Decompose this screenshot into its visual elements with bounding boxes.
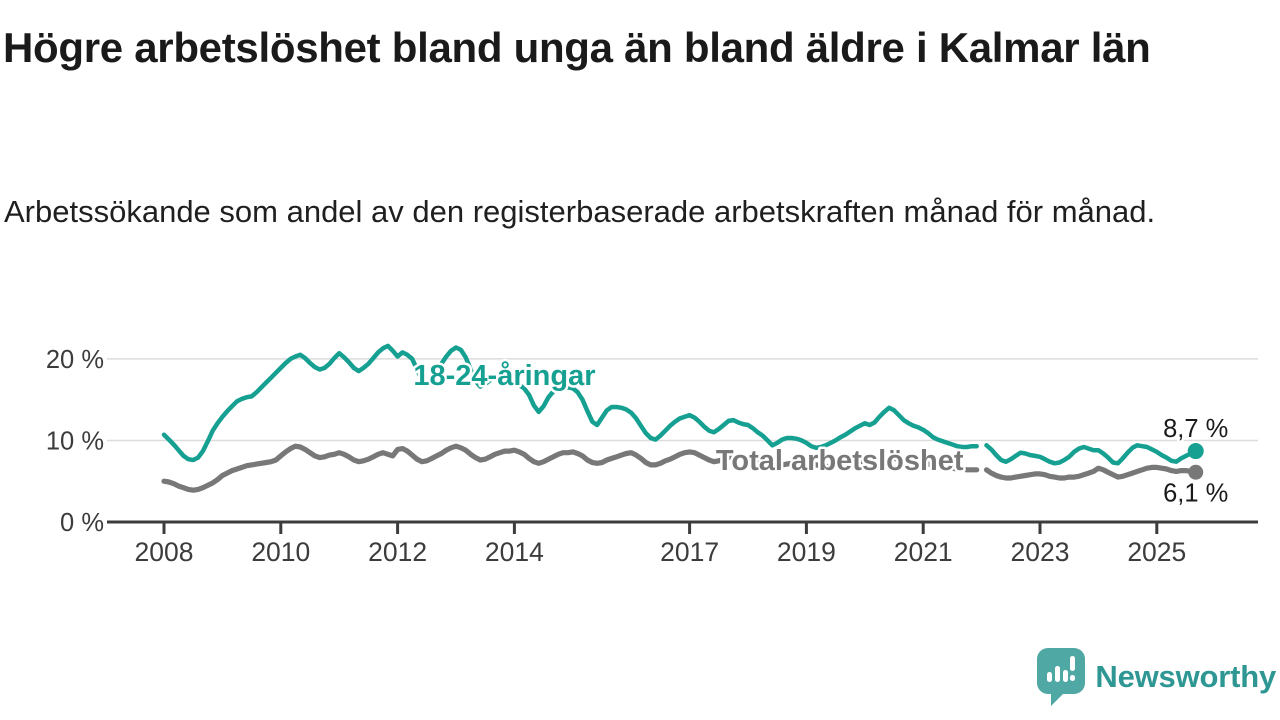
logo-exclamation-bar [1070,656,1076,671]
newsworthy-logo-icon [1037,648,1086,706]
y-tick-label-20: 20 % [46,346,104,374]
x-tick-label-2025: 2025 [1127,537,1186,567]
logo-bar-tall [1055,666,1061,682]
y-tick-label-0: 0 % [60,509,104,537]
x-tick-label-2019: 2019 [777,537,836,567]
end-value-label-young: 8,7 % [1163,415,1228,443]
x-tick-label-2017: 2017 [660,537,719,567]
x-tick-label-2010: 2010 [251,537,310,567]
series-label-total: Total arbetslöshet [716,445,964,477]
x-tick-label-2008: 2008 [135,537,194,567]
chart-subtitle: Arbetssökande som andel av den registerb… [4,194,1156,229]
logo-bar-small [1047,672,1053,682]
brand-footer: Newsworthy [1037,648,1276,706]
y-tick-label-10: 10 % [46,427,104,455]
logo-exclamation-dot [1070,675,1076,681]
x-tick-label-2023: 2023 [1011,537,1070,567]
series-label-young: 18-24-åringar [413,360,595,392]
page-title: Högre arbetslöshet bland unga än bland ä… [3,24,1151,71]
end-value-label-total: 6,1 % [1163,479,1228,507]
logo-bar-medium [1063,670,1069,682]
series-end-dot-total [1188,464,1204,480]
x-tick-label-2021: 2021 [894,537,953,567]
series-end-dot-young [1187,443,1204,460]
x-tick-label-2014: 2014 [485,537,544,567]
brand-name: Newsworthy [1095,659,1276,694]
series-line-young [161,343,1198,466]
x-tick-label-2012: 2012 [368,537,427,567]
series-line-total [161,443,1199,493]
